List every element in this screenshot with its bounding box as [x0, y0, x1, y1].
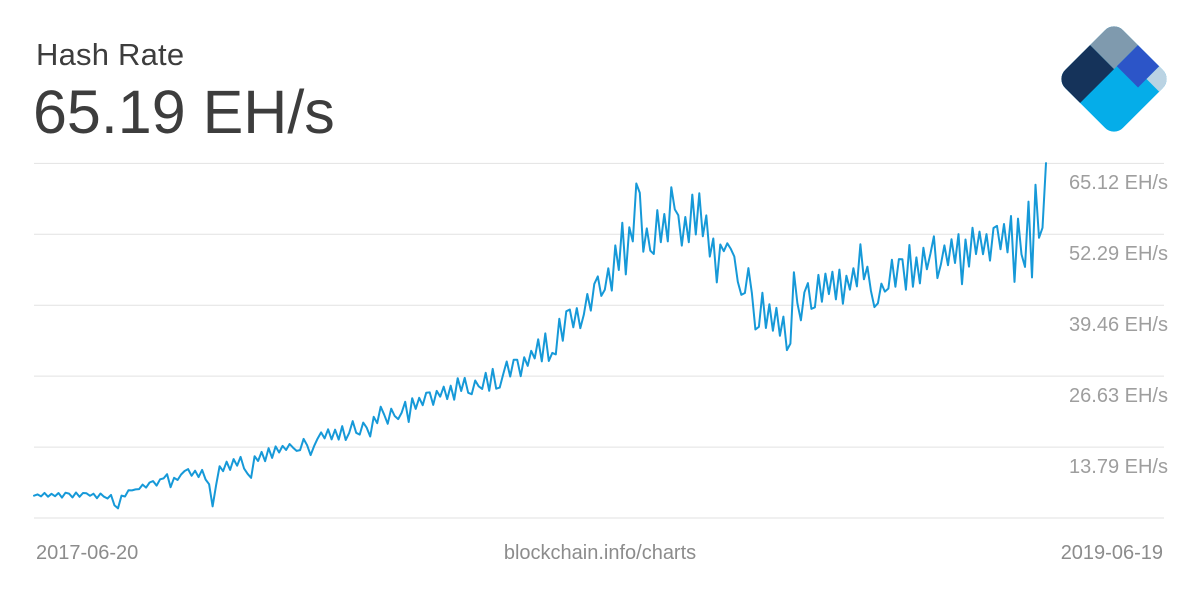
y-axis-label: 39.46 EH/s: [1069, 314, 1168, 336]
watermark: blockchain.info/charts: [503, 542, 697, 564]
logo-tile-navy: [1056, 45, 1114, 104]
x-axis-end-date: 2019-06-19: [1060, 542, 1163, 564]
y-axis-label: 13.79 EH/s: [1069, 456, 1168, 478]
blockchain-logo: [1056, 21, 1172, 137]
hash-rate-line-series: [33, 162, 1047, 510]
logo-tile-royal: [1116, 45, 1160, 88]
y-axis-label: 26.63 EH/s: [1069, 385, 1168, 407]
x-axis-start-date: 2017-06-20: [36, 542, 139, 564]
current-hash-rate-value: 65.19 EH/s: [33, 78, 335, 146]
chart-title: Hash Rate: [36, 37, 185, 72]
y-axis-label: 52.29 EH/s: [1069, 243, 1168, 265]
y-axis-label: 65.12 EH/s: [1069, 172, 1168, 194]
x-axis-footer: 2017-06-20 blockchain.info/charts 2019-0…: [0, 542, 1200, 568]
